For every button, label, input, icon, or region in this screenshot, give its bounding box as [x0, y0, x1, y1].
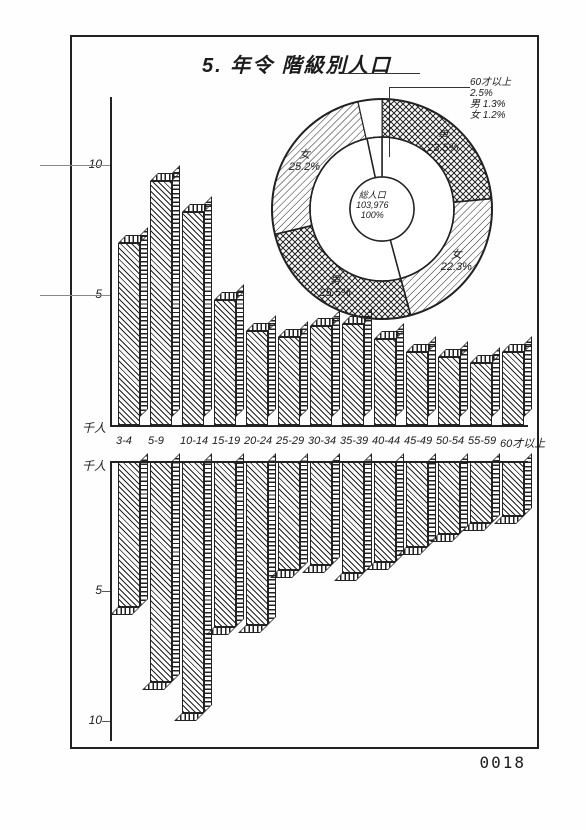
pie-outside-label: 60才以上 2.5% 男 1.3% 女 1.2% [470, 77, 511, 121]
x-label: 60才以上 [500, 435, 545, 451]
x-label: 35-39 [340, 435, 368, 447]
lower-bar [470, 461, 492, 523]
x-label: 3-4 [116, 435, 132, 447]
upper-tick-label: 5 [78, 287, 102, 301]
lower-bar [406, 461, 428, 547]
upper-bar [150, 181, 172, 425]
lower-bar [374, 461, 396, 562]
x-label: 25-29 [276, 435, 304, 447]
lower-bar [342, 461, 364, 573]
pie-outside-total: 2.5% [470, 88, 493, 99]
upper-bar [182, 212, 204, 425]
x-label: 40-44 [372, 435, 400, 447]
upper-bar [310, 326, 332, 425]
upper-tick-label: 10 [78, 157, 102, 171]
pie-outside-male: 男 1.3% [470, 99, 506, 110]
upper-y-axis [110, 97, 112, 427]
lower-tick-label: 5 [78, 583, 102, 597]
pie-chart: 男23.5%女22.3%男25.5%女25.2%13才以下45.8%14-59才… [262, 89, 502, 329]
lower-bar [246, 461, 268, 625]
lower-bar [118, 461, 140, 607]
upper-unit-label: 千人 [76, 419, 106, 436]
x-label: 50-54 [436, 435, 464, 447]
upper-bar [214, 300, 236, 425]
lower-y-axis [110, 461, 112, 741]
upper-bar [246, 331, 268, 425]
lower-bar [182, 461, 204, 713]
lower-bar [310, 461, 332, 565]
pie-leader-line [390, 87, 470, 88]
pie-center-label: 総人口103,976100% [356, 191, 389, 221]
upper-bar [406, 352, 428, 425]
upper-bar [374, 339, 396, 425]
pie-outside-title: 60才以上 [470, 77, 511, 88]
page: 5. 年令 階級別人口 510千人 [0, 0, 586, 830]
lower-bar [150, 461, 172, 682]
chart-frame: 5. 年令 階級別人口 510千人 [70, 35, 539, 749]
upper-bar [438, 357, 460, 425]
x-label: 30-34 [308, 435, 336, 447]
upper-grid [40, 295, 110, 296]
x-label: 15-19 [212, 435, 240, 447]
lower-tick-label: 10 [78, 713, 102, 727]
upper-bar [470, 363, 492, 425]
x-label: 10-14 [180, 435, 208, 447]
upper-bar [342, 324, 364, 425]
x-label: 20-24 [244, 435, 272, 447]
lower-bar [438, 461, 460, 534]
lower-bar [214, 461, 236, 627]
page-number: 0018 [479, 753, 526, 772]
lower-bar [278, 461, 300, 570]
upper-bar [118, 243, 140, 425]
pie-outside-female: 女 1.2% [470, 110, 506, 121]
lower-tick-line [102, 721, 110, 722]
upper-grid [40, 165, 110, 166]
x-label: 55-59 [468, 435, 496, 447]
upper-baseline [110, 425, 528, 427]
lower-bar [502, 461, 524, 516]
x-label: 5-9 [148, 435, 164, 447]
lower-unit-label: 千人 [76, 457, 106, 474]
upper-bar [278, 337, 300, 425]
lower-tick-line [102, 591, 110, 592]
x-label: 45-49 [404, 435, 432, 447]
upper-bar [502, 352, 524, 425]
title-underline [342, 73, 420, 74]
pie-leader-line-2 [389, 87, 390, 157]
